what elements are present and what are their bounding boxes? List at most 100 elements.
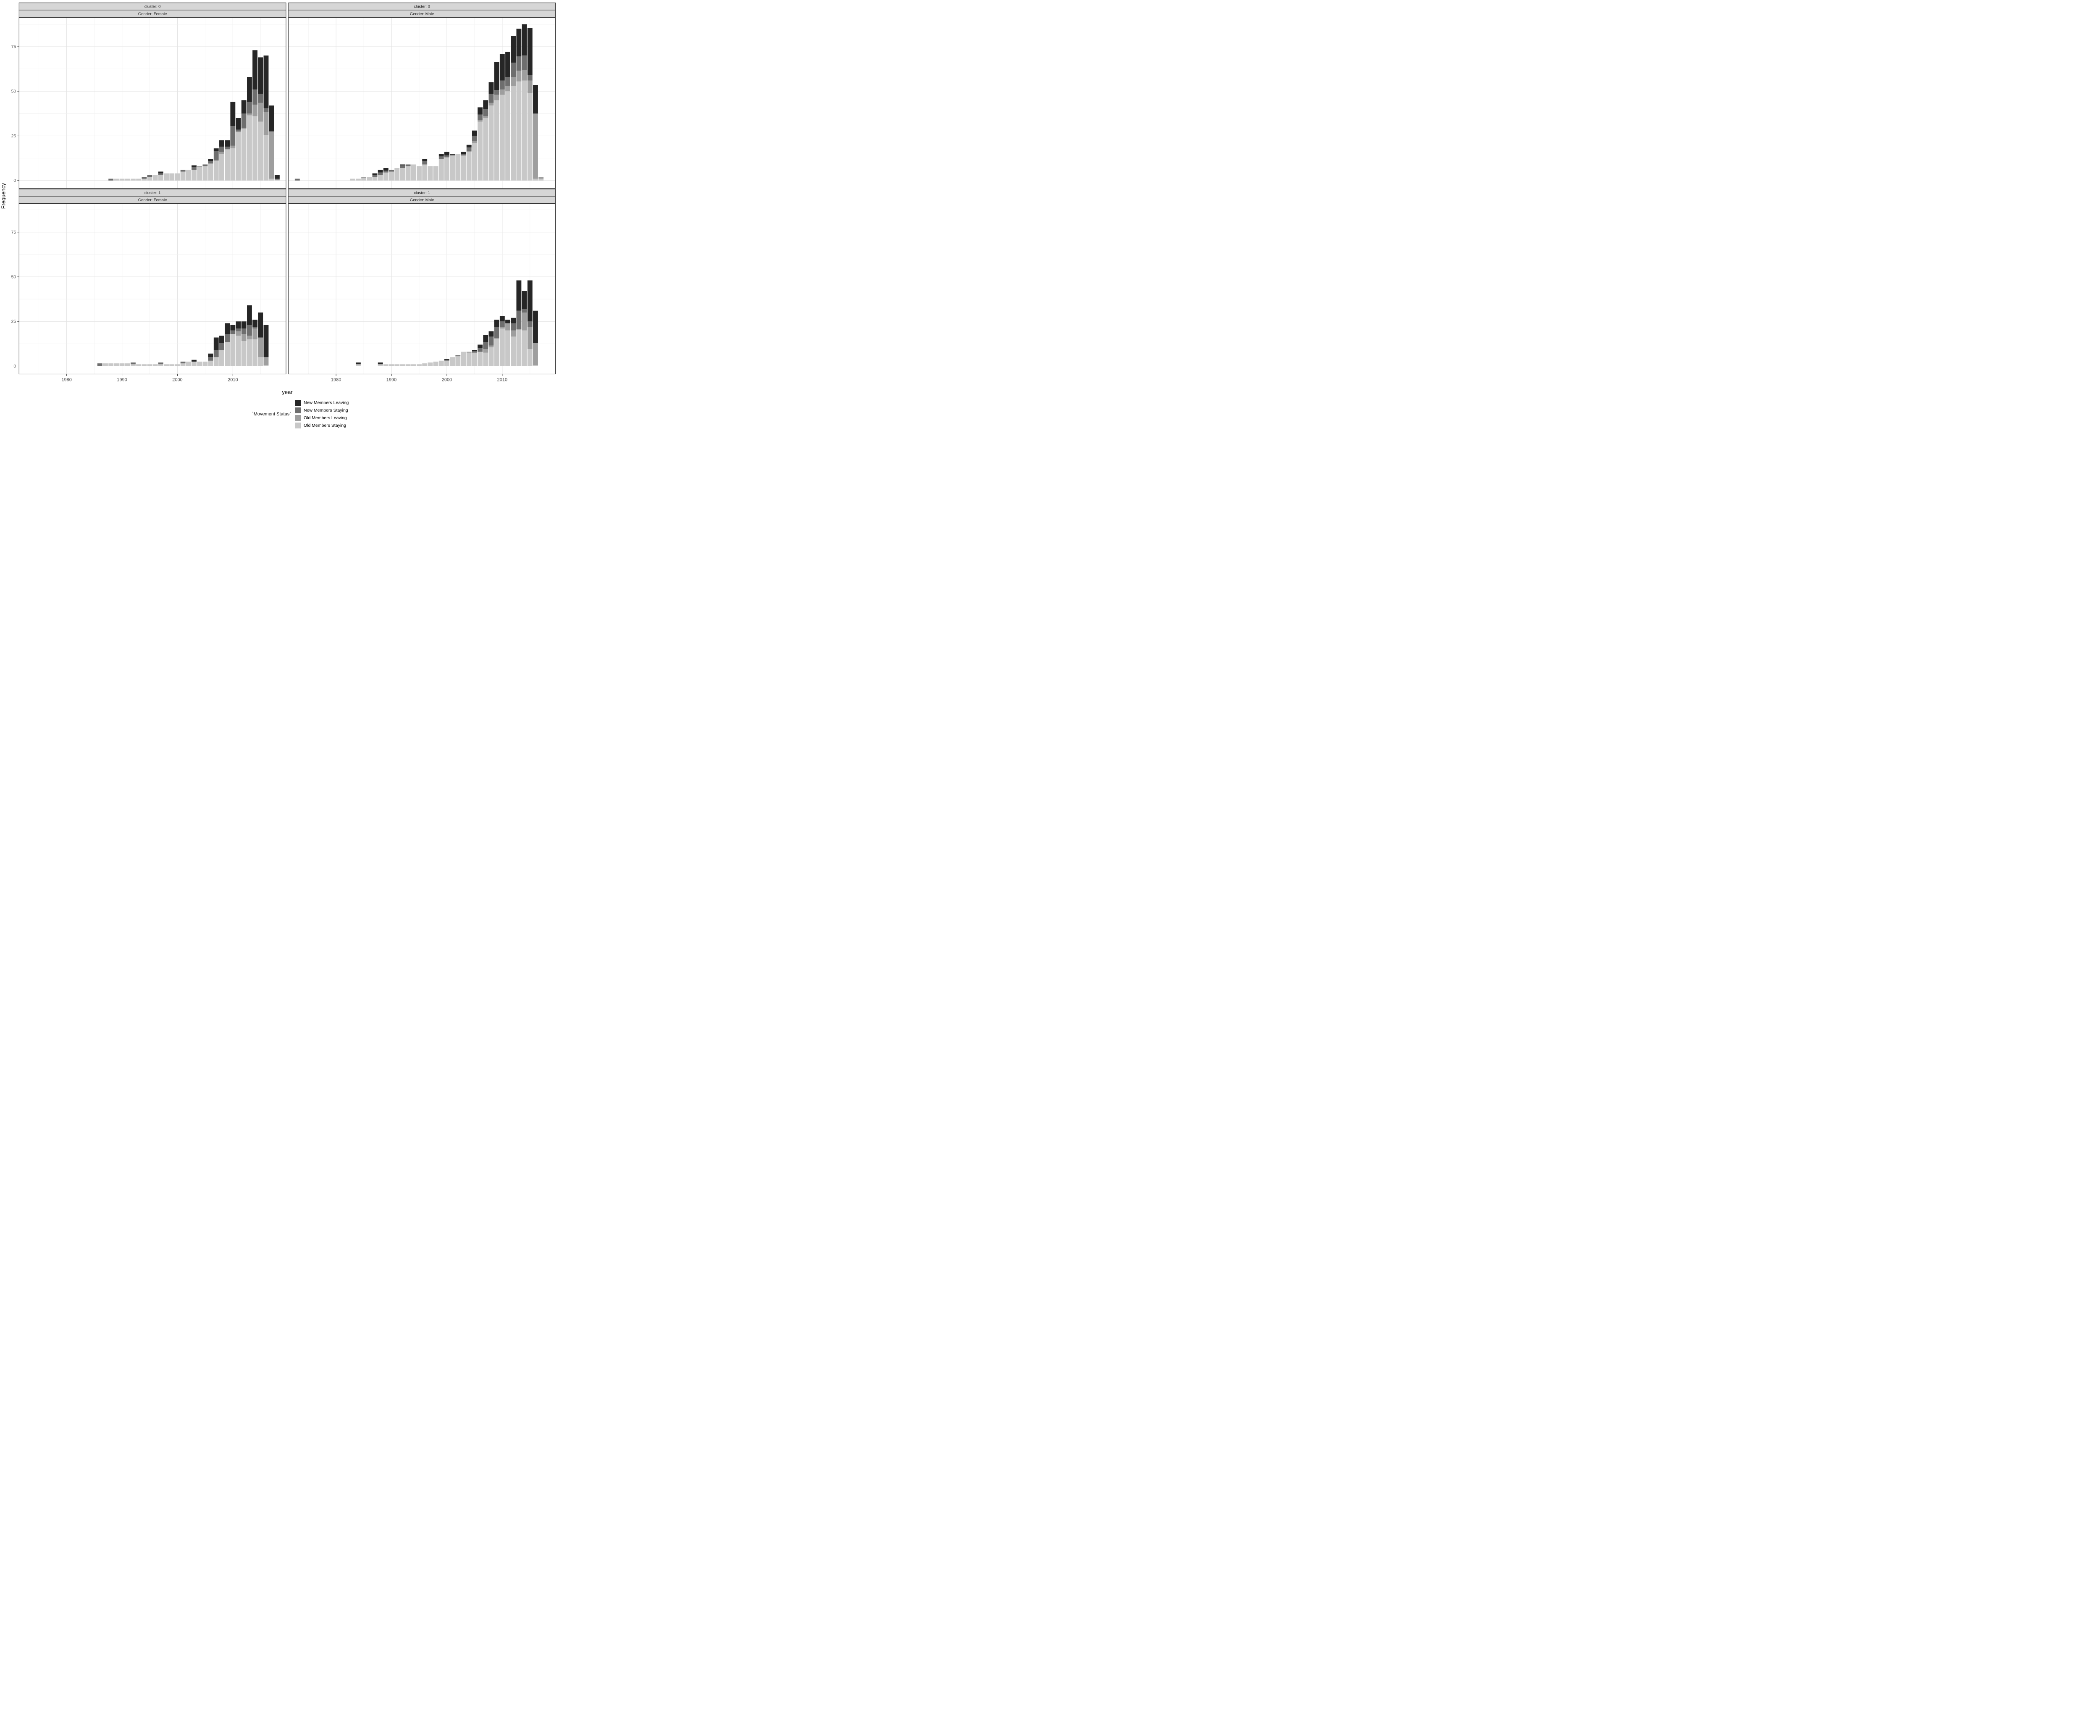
bar-segment-old-staying [219,154,224,181]
bar-segment-new-staying [444,155,449,158]
x-tick-label: 1980 [331,378,341,383]
bar-segment-old-staying [241,129,247,181]
bar-segment-new-staying [405,164,411,166]
bar-segment-old-leaving [213,160,219,161]
bar-segment-old-staying [252,339,258,366]
bar-segment-new-leaving [372,173,378,175]
legend-items: New Members Leaving New Members Staying … [295,399,349,429]
bar-segment-old-leaving [522,70,527,81]
y-tick-label: 0 [13,178,16,183]
x-tick-label: 2000 [172,378,182,383]
bar-segment-old-staying [367,177,372,181]
bar-segment-old-leaving [538,177,544,179]
bar-segment-old-staying [478,121,483,181]
bar-segment-old-staying [455,356,461,366]
bar-segment-new-staying [158,173,163,175]
bar-segment-new-leaving [241,100,247,114]
bar-segment-old-staying [428,166,433,181]
bar-segment-old-leaving [466,151,472,152]
bar-segment-old-staying [230,148,236,181]
bar-segment-new-staying [383,171,388,173]
bar-segment-new-leaving [378,170,383,173]
bar-segment-old-staying [511,86,516,181]
bar-segment-old-staying [136,364,142,366]
facet-strip-label: Gender: Female [138,12,167,16]
bar-segment-old-leaving [499,89,505,95]
legend-label: Old Members Staying [304,423,346,428]
bar-segment-old-leaving [361,177,367,178]
bar-segment-old-staying [130,364,136,366]
bar-segment-old-staying [152,175,158,181]
bar-segment-old-staying [180,171,186,181]
bar-segment-old-staying [180,363,186,366]
bar-segment-new-staying [147,175,152,177]
bar-segment-old-staying [208,360,213,366]
bar-segment-old-staying [186,361,191,366]
bar-segment-new-leaving [533,310,538,343]
bar-segment-new-staying [180,361,186,364]
bar-segment-new-staying [225,334,230,342]
bar-segment-old-staying [400,364,405,366]
bar-segment-old-leaving [533,343,538,365]
bar-segment-new-leaving [516,29,522,57]
bar-segment-new-staying [389,170,394,172]
y-tick-label: 0 [13,364,16,369]
bar-segment-old-staying [263,135,269,181]
bar-segment-old-staying [355,364,361,366]
bar-segment-old-staying [169,364,175,366]
bar-segment-old-leaving [252,105,258,116]
bar-segment-new-staying [252,327,258,329]
bar-segment-old-leaving [527,327,533,349]
bar-segment-new-leaving [225,140,230,147]
bar-segment-new-staying [499,80,505,89]
bar-segment-old-staying [511,336,516,366]
bar-segment-new-leaving [219,140,224,147]
bar-segment-new-staying [180,170,186,172]
bar-segment-old-staying [175,364,180,366]
bar-segment-old-staying [103,363,108,366]
bar-segment-new-leaving [438,154,444,157]
bar-segment-old-staying [461,352,466,366]
chart-canvas: cluster: 0 Gender: Female 0 25 50 75 cluster: … [11,3,556,383]
bar-segment-old-staying [119,179,125,181]
bar-segment-old-leaving [241,334,247,341]
bar-segment-old-staying [142,364,147,366]
bar-segment-old-staying [499,95,505,181]
y-tick-label: 75 [11,44,16,49]
bar-segment-old-staying [466,352,472,366]
bar-segment-old-staying [400,168,405,181]
bar-segment-new-leaving [522,291,527,309]
bar-segment-new-leaving [472,350,477,351]
bar-segment-new-leaving [378,362,383,365]
bar-segment-old-staying [202,166,208,181]
bar-segment-old-staying [225,149,230,181]
bar-segment-new-staying [236,328,241,331]
bar-segment-new-staying [483,109,488,116]
bar-segment-old-staying [258,357,263,366]
bar-segment-new-staying [219,343,224,350]
bar-segment-new-leaving [483,335,488,342]
bar-segment-new-leaving [383,168,388,171]
bar-segment-old-staying [383,172,388,181]
bar-segment-new-staying [422,161,428,165]
bar-segment-new-staying [108,179,114,181]
bar-segment-old-staying [361,178,367,181]
facet-strip-label: cluster: 0 [144,5,161,9]
bar-segment-new-staying [208,161,213,164]
bar-segment-new-staying [142,177,147,179]
bar-segment-new-leaving [192,165,197,167]
bar-segment-old-staying [241,341,247,366]
bar-segment-old-staying [461,155,466,181]
bar-segment-old-staying [494,100,499,181]
legend-item: New Members Staying [295,407,349,414]
legend-label: New Members Leaving [304,400,349,405]
bar-segment-old-leaving [527,80,533,93]
bar-segment-old-staying [208,163,213,181]
bar-segment-new-leaving [488,331,494,337]
bar-segment-old-staying [438,159,444,181]
bar-segment-old-staying [538,179,544,181]
bar-segment-new-leaving [505,52,510,77]
bar-segment-old-staying [417,166,422,181]
legend-label: Old Members Leaving [304,415,347,420]
x-tick-label: 2010 [228,378,238,383]
